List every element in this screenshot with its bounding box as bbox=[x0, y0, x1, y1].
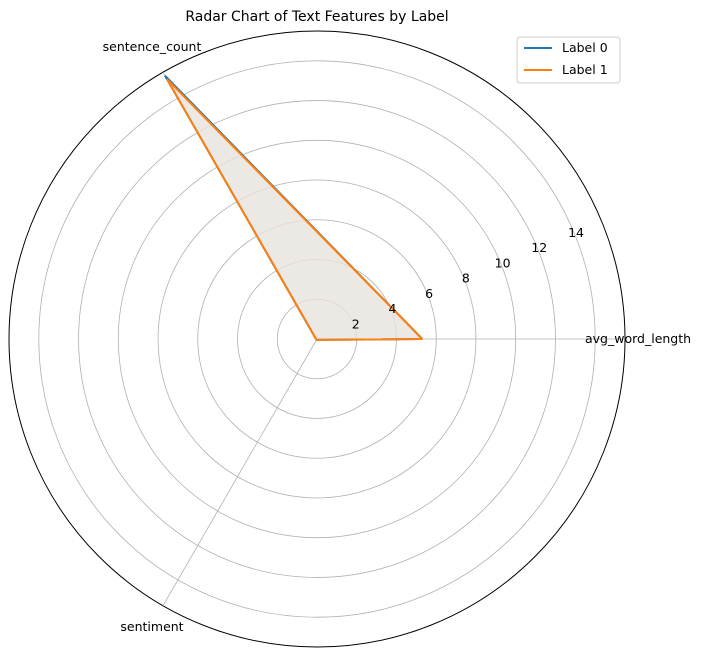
tick-label-layer: 2 4 6 8 10 12 14 bbox=[352, 225, 584, 331]
series-line-2 bbox=[166, 78, 424, 341]
radial-tick-label: 2 bbox=[352, 316, 360, 331]
chart-title: Radar Chart of Text Features by Label bbox=[185, 9, 448, 25]
legend: Label 0 Label 1 bbox=[516, 36, 621, 84]
axis-spoke bbox=[162, 338, 318, 606]
axis-label-sentiment: sentiment bbox=[120, 619, 183, 634]
radial-tick-label: 4 bbox=[388, 301, 396, 316]
radial-tick-label: 14 bbox=[568, 225, 584, 240]
legend-label-1: Label 0 bbox=[562, 40, 608, 55]
radial-tick-label: 10 bbox=[495, 255, 511, 270]
axis-label-sentence-count: sentence_count bbox=[103, 39, 202, 54]
radial-tick-label: 12 bbox=[531, 240, 547, 255]
axis-label-avg-word-length: avg_word_length bbox=[585, 331, 691, 346]
series-layer bbox=[164, 75, 424, 341]
legend-label-2: Label 1 bbox=[562, 62, 608, 77]
radial-tick-label: 6 bbox=[425, 286, 433, 301]
radial-tick-label: 8 bbox=[462, 271, 470, 286]
axis-label-layer: avg_word_length sentence_count sentiment bbox=[103, 39, 691, 634]
